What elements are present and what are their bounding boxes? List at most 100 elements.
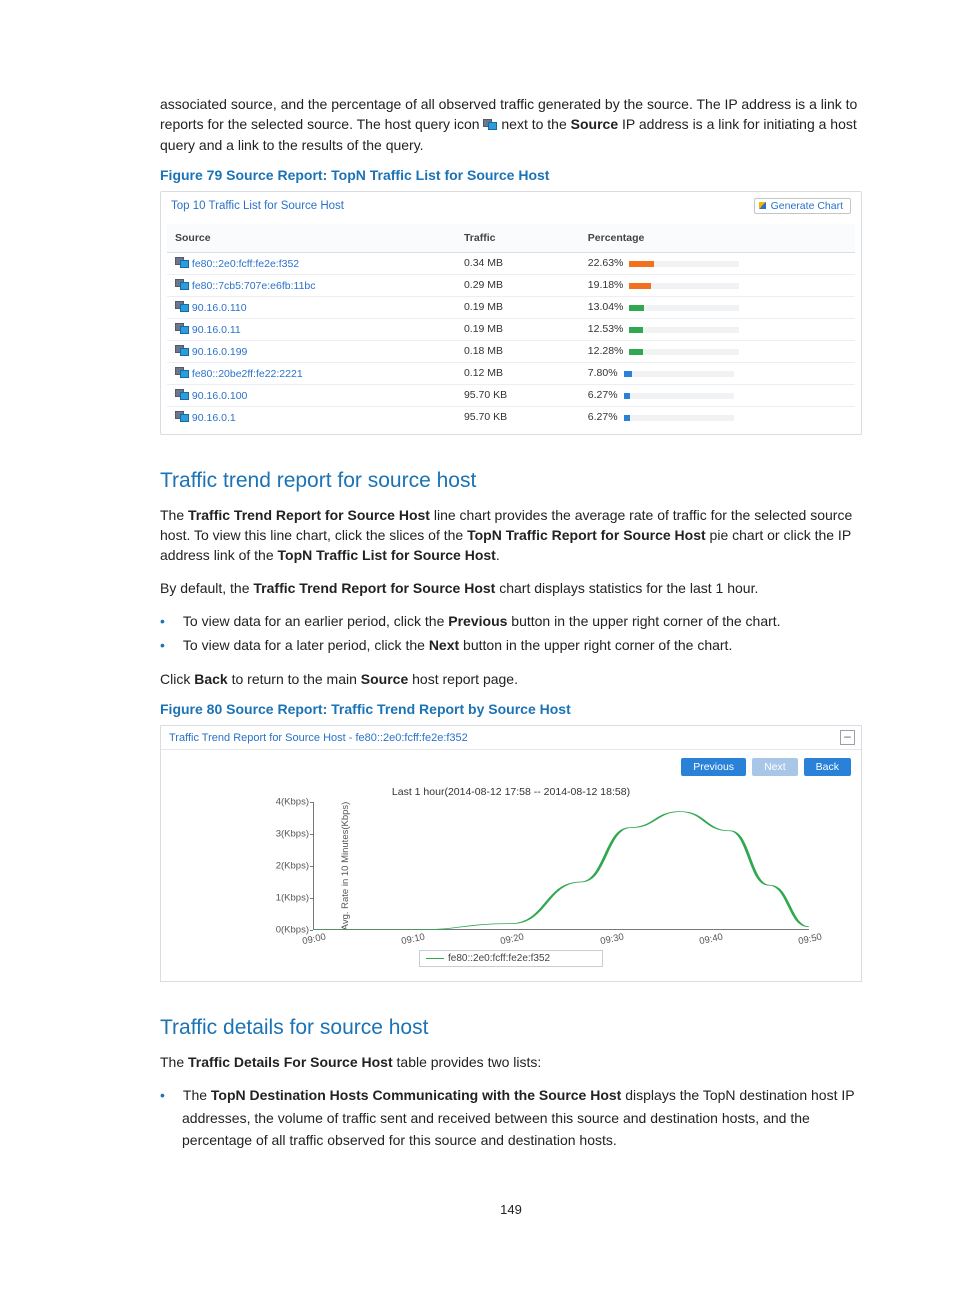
percentage-cell: 12.28% — [580, 340, 855, 362]
x-tick-label: 09:20 — [500, 932, 526, 948]
details-p1: The Traffic Details For Source Host tabl… — [160, 1052, 862, 1072]
bar-fill — [624, 415, 631, 421]
list-item: The TopN Destination Hosts Communicating… — [160, 1084, 862, 1151]
trend-p2: By default, the Traffic Trend Report for… — [160, 578, 862, 598]
traffic-cell: 0.34 MB — [456, 252, 580, 274]
source-link[interactable]: 90.16.0.199 — [192, 346, 247, 358]
table-row: 90.16.0.1 95.70 KB6.27% — [167, 406, 855, 428]
legend-label: fe80::2e0:fcff:fe2e:f352 — [448, 953, 550, 964]
fig80-title: Traffic Trend Report for Source Host - f… — [169, 732, 468, 744]
traffic-table: Source Traffic Percentage fe80::2e0:fcff… — [167, 224, 855, 428]
bar-track — [629, 283, 739, 289]
table-row: 90.16.0.199 0.18 MB12.28% — [167, 340, 855, 362]
list-item: To view data for a later period, click t… — [160, 634, 862, 656]
col-traffic: Traffic — [456, 224, 580, 253]
figure-79-caption: Figure 79 Source Report: TopN Traffic Li… — [160, 167, 862, 183]
host-query-icon[interactable] — [175, 301, 189, 312]
traffic-cell: 95.70 KB — [456, 384, 580, 406]
heading-traffic-trend: Traffic trend report for source host — [160, 469, 862, 493]
bar-fill — [629, 283, 650, 289]
intro-paragraph: associated source, and the percentage of… — [160, 94, 862, 155]
x-tick-label: 09:40 — [698, 932, 724, 948]
traffic-cell: 95.70 KB — [456, 406, 580, 428]
bar-fill — [624, 393, 631, 399]
host-query-icon[interactable] — [175, 345, 189, 356]
bar-track — [624, 393, 734, 399]
chart-svg — [313, 802, 809, 930]
bar-track — [629, 349, 739, 355]
bar-fill — [629, 261, 654, 267]
table-row: 90.16.0.110 0.19 MB13.04% — [167, 296, 855, 318]
traffic-cell: 0.19 MB — [456, 296, 580, 318]
percentage-cell: 6.27% — [580, 406, 855, 428]
page-number: 149 — [160, 1202, 862, 1217]
source-link[interactable]: 90.16.0.11 — [192, 324, 241, 336]
y-tick-label: 3(Kbps) — [276, 829, 309, 840]
collapse-icon[interactable]: – — [840, 730, 855, 745]
trend-bullets: To view data for an earlier period, clic… — [160, 610, 862, 657]
table-row: fe80::20be2ff:fe22:2221 0.12 MB7.80% — [167, 362, 855, 384]
fig80-panel: Traffic Trend Report for Source Host - f… — [160, 725, 862, 982]
y-tick-label: 0(Kbps) — [276, 925, 309, 936]
host-query-icon[interactable] — [175, 279, 189, 290]
traffic-cell: 0.19 MB — [456, 318, 580, 340]
next-button[interactable]: Next — [752, 758, 798, 776]
percentage-cell: 22.63% — [580, 252, 855, 274]
previous-button[interactable]: Previous — [681, 758, 746, 776]
legend-line-icon — [426, 958, 444, 959]
bar-fill — [624, 371, 633, 377]
list-item: To view data for an earlier period, clic… — [160, 610, 862, 632]
fig79-panel: Top 10 Traffic List for Source Host Gene… — [160, 191, 862, 435]
table-row: fe80::7cb5:707e:e6fb:11bc0.29 MB19.18% — [167, 274, 855, 296]
bar-track — [624, 415, 734, 421]
percentage-cell: 12.53% — [580, 318, 855, 340]
bar-track — [629, 305, 739, 311]
traffic-cell: 0.12 MB — [456, 362, 580, 384]
text-bold: Source — [571, 116, 618, 132]
x-tick-label: 09:30 — [599, 932, 625, 948]
y-tick-label: 1(Kbps) — [276, 893, 309, 904]
source-link[interactable]: 90.16.0.110 — [192, 302, 247, 314]
y-tick-label: 2(Kbps) — [276, 861, 309, 872]
y-tick-label: 4(Kbps) — [276, 797, 309, 808]
percentage-cell: 19.18% — [580, 274, 855, 296]
host-query-icon[interactable] — [175, 367, 189, 378]
col-source: Source — [167, 224, 456, 253]
percentage-cell: 6.27% — [580, 384, 855, 406]
x-tick-label: 09:50 — [797, 932, 823, 948]
host-query-icon — [483, 119, 497, 130]
col-percentage: Percentage — [580, 224, 855, 253]
source-link[interactable]: fe80::20be2ff:fe22:2221 — [192, 368, 303, 380]
text: next to the — [497, 116, 570, 132]
bar-track — [629, 327, 739, 333]
host-query-icon[interactable] — [175, 411, 189, 422]
details-bullets: The TopN Destination Hosts Communicating… — [160, 1084, 862, 1151]
traffic-cell: 0.18 MB — [456, 340, 580, 362]
source-link[interactable]: fe80::7cb5:707e:e6fb:11bc — [192, 280, 316, 292]
chart-legend: fe80::2e0:fcff:fe2e:f352 — [419, 950, 603, 967]
heading-traffic-details: Traffic details for source host — [160, 1016, 862, 1040]
source-link[interactable]: 90.16.0.100 — [192, 390, 247, 402]
host-query-icon[interactable] — [175, 257, 189, 268]
back-button[interactable]: Back — [804, 758, 851, 776]
bar-track — [624, 371, 734, 377]
generate-chart-button[interactable]: Generate Chart — [754, 198, 851, 214]
bar-fill — [629, 327, 643, 333]
host-query-icon[interactable] — [175, 389, 189, 400]
source-link[interactable]: 90.16.0.1 — [192, 412, 236, 424]
table-row: 90.16.0.11 0.19 MB12.53% — [167, 318, 855, 340]
bar-fill — [629, 349, 643, 355]
percentage-cell: 13.04% — [580, 296, 855, 318]
source-link[interactable]: fe80::2e0:fcff:fe2e:f352 — [192, 258, 299, 270]
trend-p1: The Traffic Trend Report for Source Host… — [160, 505, 862, 566]
host-query-icon[interactable] — [175, 323, 189, 334]
bar-track — [629, 261, 739, 267]
table-row: 90.16.0.100 95.70 KB6.27% — [167, 384, 855, 406]
percentage-cell: 7.80% — [580, 362, 855, 384]
chart-title: Last 1 hour(2014-08-12 17:58 -- 2014-08-… — [173, 786, 849, 798]
fig79-title: Top 10 Traffic List for Source Host — [171, 200, 344, 212]
table-row: fe80::2e0:fcff:fe2e:f352 0.34 MB22.63% — [167, 252, 855, 274]
x-tick-label: 09:10 — [401, 932, 427, 948]
trend-p3: Click Back to return to the main Source … — [160, 669, 862, 689]
figure-80-caption: Figure 80 Source Report: Traffic Trend R… — [160, 701, 862, 717]
